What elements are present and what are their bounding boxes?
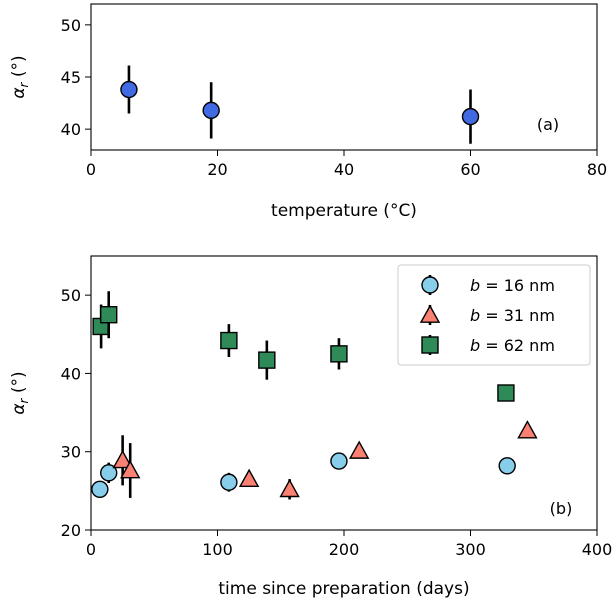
data-point (100, 306, 118, 324)
data-point (498, 457, 516, 475)
data-point (91, 480, 109, 498)
y-tick-label: 20 (61, 521, 81, 540)
data-point (497, 384, 515, 402)
x-tick-label: 60 (460, 160, 480, 179)
legend-box (397, 264, 591, 366)
legend-marker (421, 336, 439, 354)
y-tick-label: 40 (61, 364, 81, 383)
y-tick-label: 50 (61, 16, 81, 35)
panel-label: (b) (550, 499, 573, 518)
data-point (258, 351, 276, 369)
data-point (112, 449, 133, 469)
series-0 (120, 65, 480, 144)
x-tick-label: 80 (587, 160, 607, 179)
data-point (330, 345, 348, 363)
legend-label: b = 16 nm (470, 276, 555, 295)
data-point (120, 80, 138, 99)
data-point (238, 468, 260, 488)
x-tick-label: 100 (202, 540, 233, 559)
series-1 (112, 420, 538, 500)
y-axis-label: αr (°) (9, 55, 31, 98)
x-tick-label: 200 (329, 540, 360, 559)
data-point (202, 101, 220, 120)
panel-a: 0 20 40 60 80 40 45 50 temperature (°C) αr (°) (a) (9, 3, 607, 221)
data-point (330, 452, 348, 470)
x-tick-label: 0 (86, 160, 96, 179)
panel-b: 0 100 200 300 400 20 30 40 50 time since preparat… (9, 255, 613, 599)
y-tick-label: 45 (61, 68, 81, 87)
y-tick-label: 40 (61, 120, 81, 139)
series-2 (92, 291, 515, 402)
x-axis-label: temperature (°C) (271, 201, 417, 221)
data-point (100, 464, 118, 482)
series-0 (91, 452, 516, 498)
data-point (220, 473, 238, 491)
x-tick-label: 300 (455, 540, 486, 559)
data-point (461, 107, 480, 126)
data-point (348, 440, 370, 459)
panel-label: (a) (537, 115, 559, 134)
y-axis-label: αr (°) (9, 371, 31, 414)
legend-label: b = 31 nm (470, 306, 555, 325)
x-tick-label: 400 (582, 540, 613, 559)
y-tick-label: 50 (61, 286, 81, 305)
x-axis-label: time since preparation (days) (218, 579, 469, 599)
legend-marker (419, 304, 441, 323)
data-point (220, 331, 238, 350)
legend-label: b = 62 nm (470, 336, 555, 355)
data-point (279, 478, 300, 498)
y-tick-label: 30 (61, 443, 81, 462)
data-point (120, 460, 141, 479)
data-point (517, 420, 538, 439)
axes-frame (90, 255, 598, 531)
x-tick-label: 0 (86, 540, 96, 559)
x-tick-label: 40 (334, 160, 354, 179)
axes-frame (90, 3, 598, 151)
legend-marker (421, 276, 439, 294)
x-tick-label: 20 (207, 160, 227, 179)
